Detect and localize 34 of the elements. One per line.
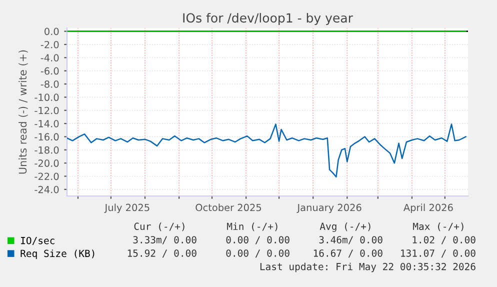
y-tick-label: -2.0 — [40, 40, 59, 48]
text: 3.46m/ 0.00 — [319, 236, 382, 244]
y-tick-label: -6.0 — [40, 67, 59, 75]
text: Cur (-/+) — [134, 222, 184, 232]
legend-label: Req Size (KB) — [20, 250, 94, 259]
text: 15.92 / 0.00 — [128, 249, 196, 258]
text: 3.33m/ 0.00 — [133, 236, 196, 244]
y-tick-label: -12.0 — [34, 106, 59, 114]
y-tick-label: -8.0 — [40, 80, 59, 88]
y-tick-label: -24.0 — [34, 186, 59, 194]
x-tick-label: July 2025 — [104, 204, 150, 214]
text: Last update: Fri May 22 00:35:32 2026 — [260, 262, 476, 272]
x-tick-label: October 2025 — [196, 204, 262, 212]
chart-title: IOs for /dev/loop1 - by year — [183, 12, 353, 26]
y-tick-label: -22.0 — [34, 172, 59, 180]
text: 0.00 / 0.00 — [226, 249, 290, 258]
legend-label: IO/sec — [21, 236, 54, 245]
y-tick-label: -18.0 — [34, 146, 59, 154]
text: Avg (-/+) — [320, 222, 370, 232]
x-tick-label: January 2026 — [296, 204, 362, 214]
x-tick-label: April 2026 — [404, 204, 453, 214]
y-tick-label: 0.0 — [44, 28, 59, 36]
text: Min (-/+) — [227, 222, 278, 232]
y-tick-label: -14.0 — [34, 120, 59, 128]
text: 16.67 / 0.00 — [314, 249, 382, 258]
text: Max (-/+) — [413, 222, 464, 232]
text: 1.02 / 0.00 — [412, 236, 476, 244]
y-tick-label: -4.0 — [40, 54, 59, 62]
text: 0.00 / 0.00 — [226, 236, 290, 244]
y-tick-label: -20.0 — [34, 160, 59, 167]
text: 131.07 / 0.00 — [401, 249, 476, 258]
y-tick-label: -10.0 — [34, 94, 59, 102]
y-tick-label: -16.0 — [34, 133, 59, 141]
y-axis-title: Units read (-) / write (+) — [18, 50, 28, 174]
